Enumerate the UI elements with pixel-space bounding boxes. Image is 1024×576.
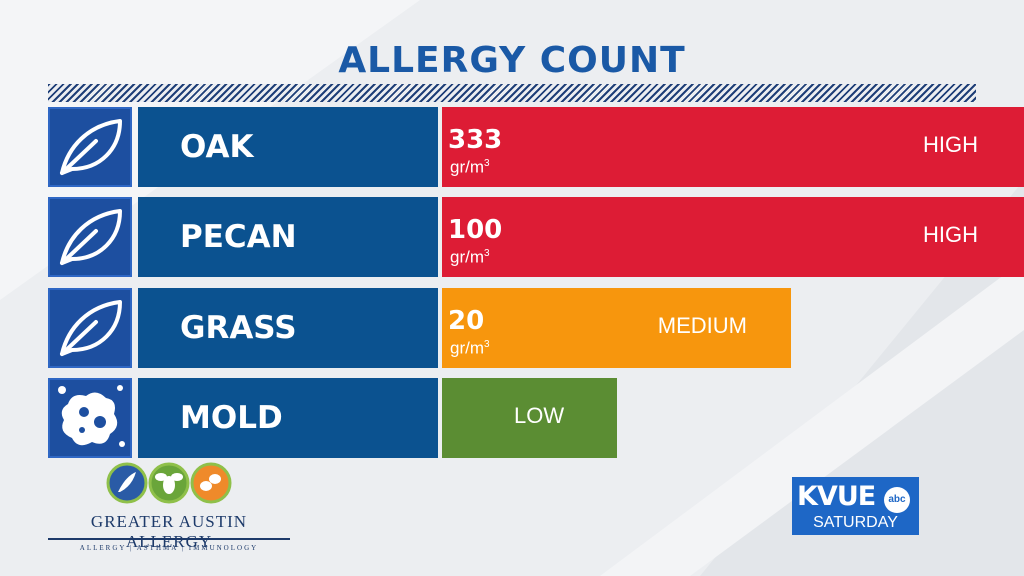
level-label: HIGH [923, 222, 978, 247]
leaf-icon [48, 197, 132, 277]
peanut-icon [190, 462, 232, 504]
count-bar: 333 gr/m3 HIGH [442, 107, 1024, 187]
level-label: HIGH [923, 132, 978, 157]
count-bar: 20 gr/m3 MEDIUM [442, 288, 791, 368]
bee-icon [148, 462, 190, 504]
allergen-name: PECAN [180, 219, 297, 255]
mold-spore-icon [48, 378, 132, 458]
allergen-label-box: PECAN [138, 197, 438, 277]
allergen-name: OAK [180, 129, 254, 165]
sponsor-tagline: ALLERGY | ASTHMA | IMMUNOLOGY [79, 544, 259, 552]
level-label: MEDIUM [657, 313, 747, 338]
allergen-name: GRASS [180, 310, 297, 346]
allergen-name: MOLD [180, 400, 283, 436]
station-name: KVUE [797, 481, 876, 512]
allergen-label-box: GRASS [138, 288, 438, 368]
allergen-label-box: MOLD [138, 378, 438, 458]
sponsor-name: GREATER AUSTIN ALLERGY [90, 512, 248, 551]
sponsor-rule [48, 538, 290, 540]
count-value: 20 [448, 306, 485, 336]
station-logo: KVUE abc SATURDAY [792, 477, 919, 535]
count-unit: gr/m3 [450, 157, 490, 177]
sponsor-icons [106, 462, 232, 504]
chart-title: ALLERGY COUNT [338, 40, 686, 81]
count-unit: gr/m3 [450, 338, 490, 358]
plant-icon [106, 462, 148, 504]
level-label: LOW [514, 403, 565, 428]
network-badge: abc [884, 487, 910, 513]
count-bar: LOW [442, 378, 617, 458]
count-unit: gr/m3 [450, 247, 490, 267]
allergen-label-box: OAK [138, 107, 438, 187]
sponsor-logo: GREATER AUSTIN ALLERGY ALLERGY | ASTHMA … [48, 462, 290, 558]
station-day: SATURDAY [813, 514, 898, 531]
count-value: 333 [448, 125, 503, 155]
title-divider [48, 84, 976, 102]
leaf-icon [48, 107, 132, 187]
count-value: 100 [448, 215, 503, 245]
leaf-icon [48, 288, 132, 368]
count-bar: 100 gr/m3 HIGH [442, 197, 1024, 277]
